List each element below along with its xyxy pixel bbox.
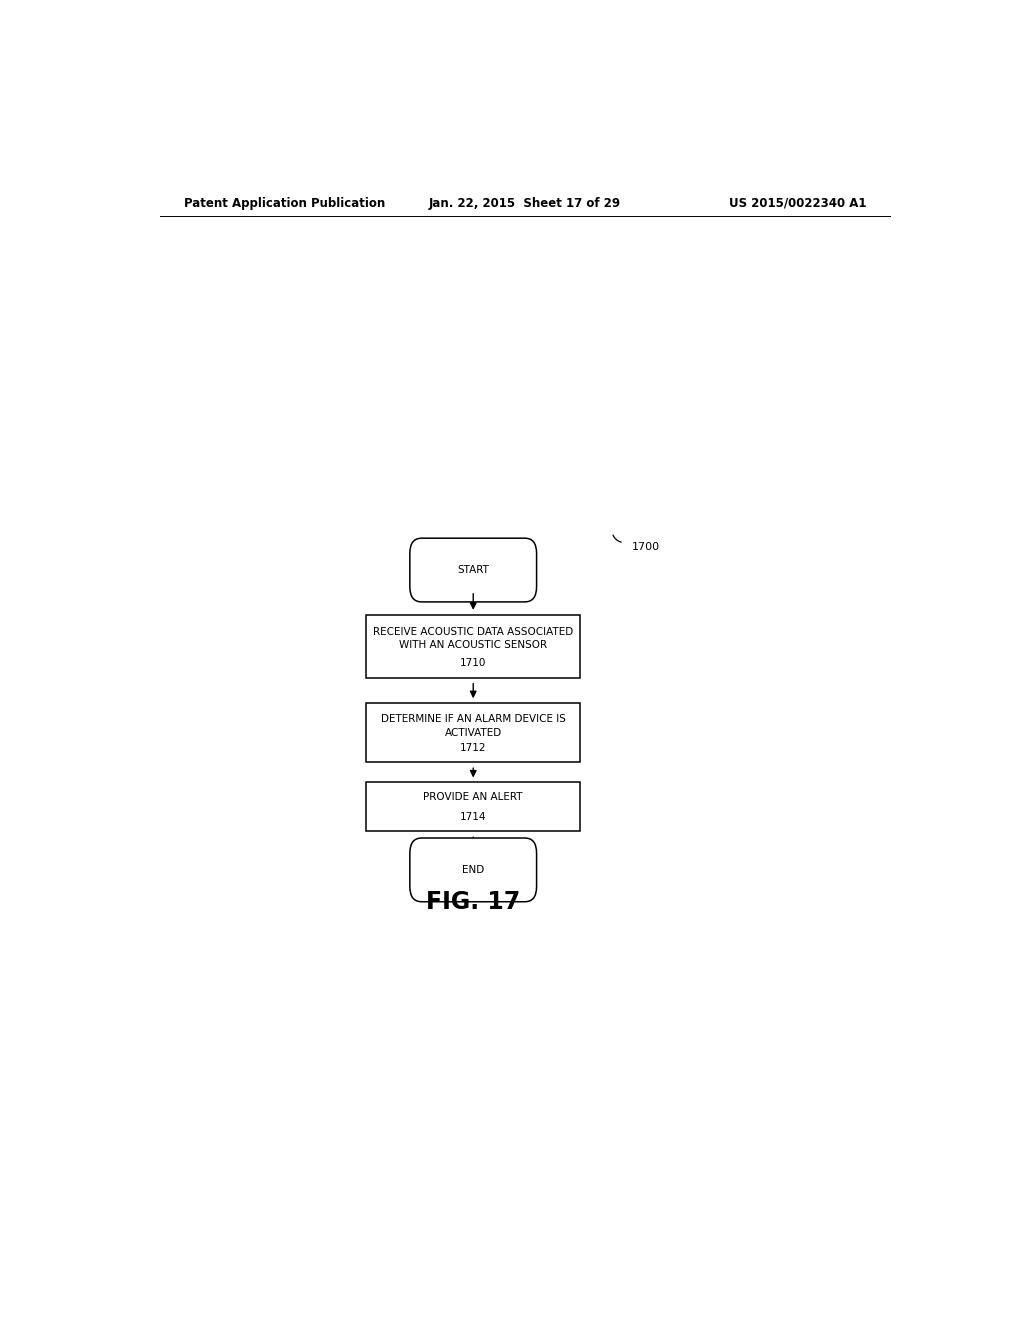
FancyBboxPatch shape bbox=[410, 539, 537, 602]
Text: ACTIVATED: ACTIVATED bbox=[444, 727, 502, 738]
Text: START: START bbox=[458, 565, 489, 576]
Text: Jan. 22, 2015  Sheet 17 of 29: Jan. 22, 2015 Sheet 17 of 29 bbox=[429, 197, 621, 210]
FancyBboxPatch shape bbox=[367, 783, 581, 832]
Text: 1710: 1710 bbox=[460, 657, 486, 668]
FancyBboxPatch shape bbox=[367, 704, 581, 762]
Text: WITH AN ACOUSTIC SENSOR: WITH AN ACOUSTIC SENSOR bbox=[399, 640, 547, 651]
Text: PROVIDE AN ALERT: PROVIDE AN ALERT bbox=[424, 792, 523, 801]
Text: US 2015/0022340 A1: US 2015/0022340 A1 bbox=[728, 197, 866, 210]
Text: 1712: 1712 bbox=[460, 743, 486, 752]
Text: END: END bbox=[462, 865, 484, 875]
Text: Patent Application Publication: Patent Application Publication bbox=[183, 197, 385, 210]
Text: 1700: 1700 bbox=[632, 541, 660, 552]
FancyBboxPatch shape bbox=[367, 615, 581, 677]
Text: 1714: 1714 bbox=[460, 812, 486, 822]
Text: RECEIVE ACOUSTIC DATA ASSOCIATED: RECEIVE ACOUSTIC DATA ASSOCIATED bbox=[373, 627, 573, 638]
Text: FIG. 17: FIG. 17 bbox=[426, 891, 520, 915]
FancyBboxPatch shape bbox=[410, 838, 537, 902]
Text: DETERMINE IF AN ALARM DEVICE IS: DETERMINE IF AN ALARM DEVICE IS bbox=[381, 714, 565, 725]
